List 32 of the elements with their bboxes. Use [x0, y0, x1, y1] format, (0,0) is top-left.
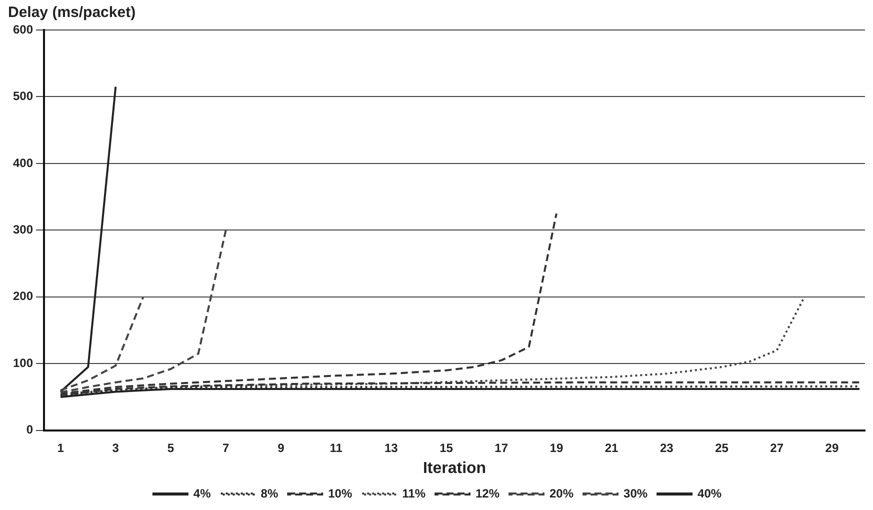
y-tick-label: 400 [12, 156, 34, 170]
legend-label: 40% [698, 486, 722, 500]
x-tick-label: 17 [494, 440, 508, 455]
legend-label: 10% [328, 486, 352, 500]
y-tick-label: 100 [12, 356, 34, 370]
x-tick-label: 3 [112, 440, 120, 455]
x-tick-label: 7 [222, 440, 230, 455]
legend-label: 8% [260, 486, 278, 500]
x-tick-label: 27 [770, 440, 784, 455]
x-tick-label: 29 [825, 440, 839, 455]
legend-label: 4% [193, 486, 212, 500]
y-tick-label: 0 [26, 422, 34, 437]
y-tick-label: 500 [12, 89, 34, 104]
x-tick-label: 23 [660, 440, 674, 455]
x-tick-label: 11 [330, 440, 343, 455]
x-tick-label: 15 [440, 440, 454, 455]
y-tick-label: 200 [12, 289, 34, 304]
x-tick-label: 9 [278, 440, 285, 455]
x-tick-label: 1 [57, 440, 64, 455]
y-axis-title: Delay (ms/packet) [8, 4, 136, 21]
legend-label: 12% [475, 486, 500, 500]
x-axis-title: Iteration [422, 460, 486, 477]
y-tick-label: 300 [12, 222, 34, 237]
x-tick-label: 21 [604, 440, 619, 455]
legend-label: 11% [402, 486, 426, 500]
x-tick-label: 5 [167, 440, 174, 455]
x-tick-label: 13 [384, 440, 398, 455]
x-tick-label: 19 [550, 440, 564, 455]
legend-label: 20% [550, 486, 574, 500]
y-tick-label: 600 [12, 22, 34, 36]
legend-label: 30% [624, 486, 648, 500]
x-tick-label: 25 [715, 440, 729, 455]
